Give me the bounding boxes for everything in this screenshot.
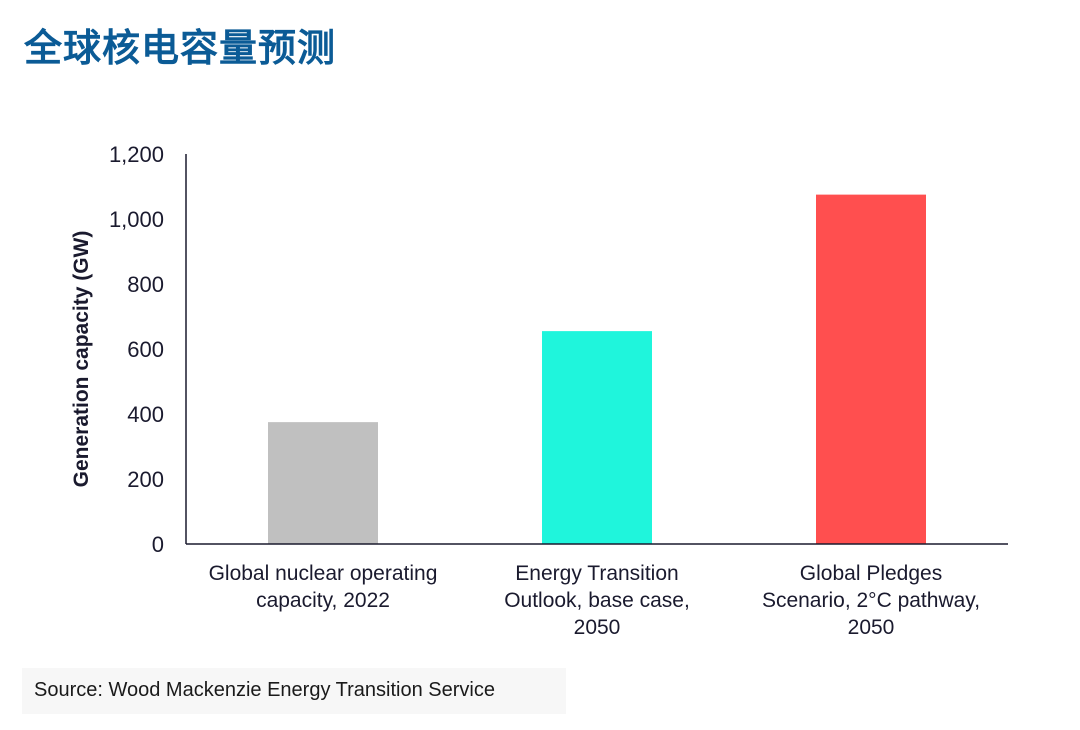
y-tick-label: 800	[127, 272, 164, 297]
x-category-label: Global Pledges	[800, 562, 942, 585]
page-title: 全球核电容量预测	[24, 26, 337, 70]
source-note: Source: Wood Mackenzie Energy Transition…	[34, 679, 495, 701]
y-tick-label: 1,000	[109, 207, 164, 232]
bar	[816, 194, 926, 544]
x-axis: Global nuclear operating capacity, 2022 En…	[186, 543, 1008, 639]
x-category-label: Scenario, 2°C pathway,	[762, 589, 980, 612]
x-category-label: capacity, 2022	[256, 589, 390, 612]
x-category-label: Global nuclear operating	[209, 562, 438, 585]
x-category-label: 2050	[574, 616, 621, 639]
y-tick-label: 600	[127, 337, 164, 362]
x-category-label: Energy Transition	[515, 562, 678, 585]
source-box	[22, 668, 566, 714]
x-category-label: 2050	[848, 616, 895, 639]
y-tick-label: 1,200	[109, 142, 164, 167]
x-category-label: Outlook, base case,	[504, 589, 690, 612]
bars	[268, 194, 926, 544]
y-axis: 0 200 400 600 800 1,000 1,200 Generation capaci…	[70, 142, 187, 557]
y-tick-label: 0	[152, 532, 164, 557]
y-axis-title: Generation capacity (GW)	[70, 231, 93, 488]
y-tick-label: 400	[127, 402, 164, 427]
y-tick-label: 200	[127, 467, 164, 492]
bar	[542, 331, 652, 544]
bar	[268, 422, 378, 544]
